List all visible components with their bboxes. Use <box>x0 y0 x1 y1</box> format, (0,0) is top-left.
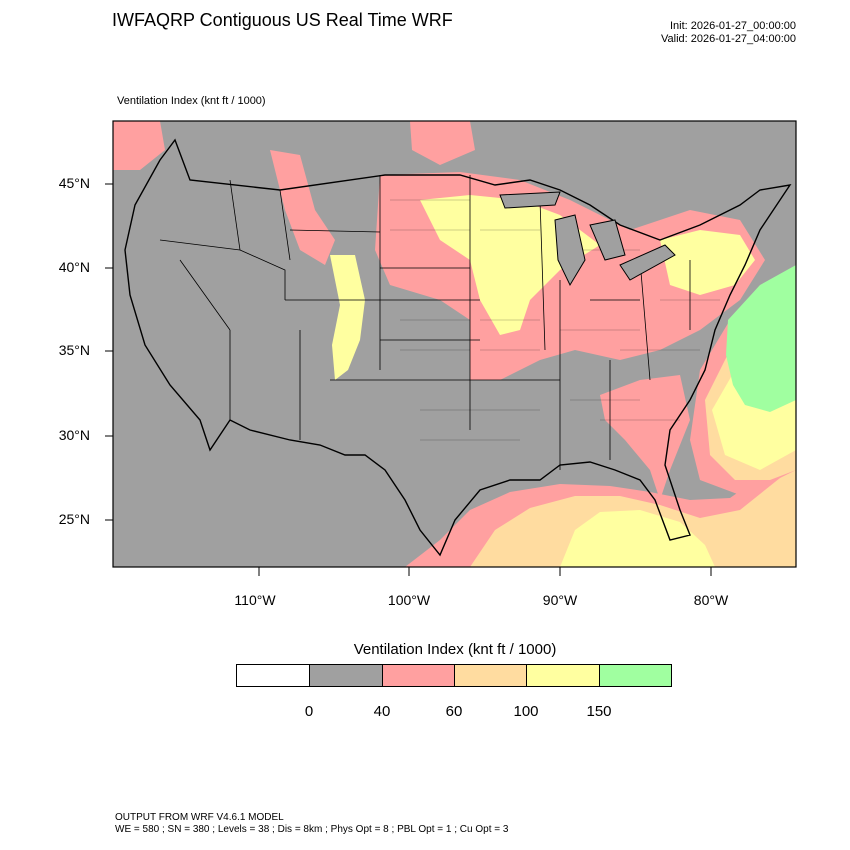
lon-label-100: 100°W <box>387 592 431 608</box>
us-outline <box>124 138 792 557</box>
atlantic-green-field <box>726 265 796 412</box>
state-borders <box>159 175 691 470</box>
model-info-line1: OUTPUT FROM WRF V4.6.1 MODEL <box>115 812 284 823</box>
colorbar-swatch-gray <box>309 664 383 687</box>
lat-label-30: 30°N <box>58 427 90 443</box>
colorbar-swatch-green <box>599 664 672 687</box>
map-frame <box>112 120 797 568</box>
gulf-yellow-field <box>560 510 715 567</box>
lat-label-25: 25°N <box>58 511 90 527</box>
great-lakes <box>499 191 676 287</box>
colorbar-title: Ventilation Index (knt ft / 1000) <box>353 641 557 658</box>
colorbar-swatch-orange <box>454 664 528 687</box>
colorbar-tick-60: 60 <box>445 703 463 720</box>
northeast-yellow-region <box>660 230 755 295</box>
field-label: Ventilation Index (knt ft / 1000) <box>117 95 266 107</box>
rockies-yellow-streak <box>330 255 365 380</box>
colorbar-tick-100: 100 <box>513 703 539 720</box>
county-lines <box>390 199 720 441</box>
colorbar-swatch-pink <box>382 664 456 687</box>
lon-label-110: 110°W <box>234 592 276 608</box>
plot-title: IWFAQRP Contiguous US Real Time WRF <box>112 10 453 30</box>
rockies-pink-streak <box>270 150 335 265</box>
init-time: Init: 2026-01-27_00:00:00 <box>670 20 796 32</box>
lat-label-40: 40°N <box>58 259 90 275</box>
colorbar-tick-150: 150 <box>586 703 612 720</box>
colorbar-swatch-white <box>236 664 310 687</box>
colorbar-tick-0: 0 <box>304 703 314 720</box>
pacific-pink-patch <box>113 121 165 170</box>
colorbar-swatch-yellow <box>526 664 600 687</box>
valid-time: Valid: 2026-01-27_04:00:00 <box>661 33 796 45</box>
lon-label-90: 90°W <box>542 592 578 608</box>
map-plot-area <box>113 121 796 567</box>
model-info-line2: WE = 580 ; SN = 380 ; Levels = 38 ; Dis … <box>115 824 509 835</box>
lat-label-35: 35°N <box>58 342 90 358</box>
lon-label-80: 80°W <box>693 592 729 608</box>
southeast-pink-region <box>600 375 690 500</box>
colorbar-tick-40: 40 <box>373 703 391 720</box>
ontario-pink-patch <box>410 121 475 165</box>
lat-label-45: 45°N <box>58 175 90 191</box>
